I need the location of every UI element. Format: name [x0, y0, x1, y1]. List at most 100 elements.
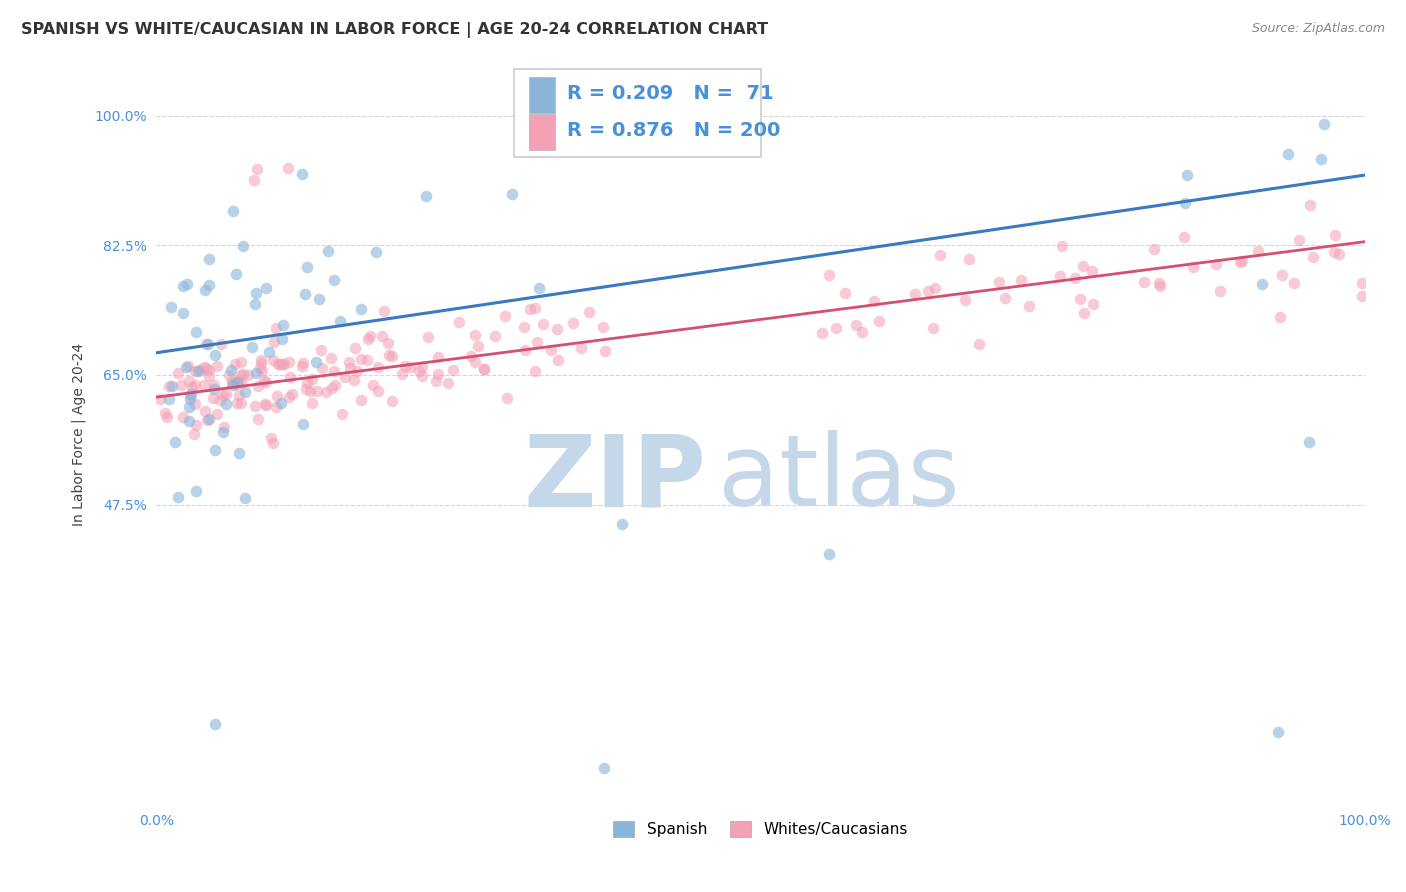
- Text: ZIP: ZIP: [523, 430, 706, 527]
- Point: [415, 188, 437, 202]
- Point: [229, 376, 252, 390]
- Point: [834, 286, 856, 301]
- Point: [308, 292, 330, 306]
- Point: [1298, 435, 1320, 450]
- Point: [366, 245, 388, 260]
- Point: [229, 396, 252, 410]
- Point: [346, 364, 368, 378]
- Point: [371, 328, 394, 343]
- Point: [377, 335, 399, 350]
- Point: [449, 315, 471, 329]
- Point: [356, 332, 378, 346]
- Point: [1351, 289, 1374, 303]
- Point: [408, 364, 430, 378]
- Point: [198, 363, 221, 377]
- Point: [323, 364, 346, 378]
- Point: [845, 318, 868, 332]
- Point: [1267, 725, 1289, 739]
- Point: [240, 340, 263, 354]
- Point: [333, 370, 356, 384]
- Point: [270, 396, 292, 410]
- Point: [1250, 277, 1272, 291]
- Point: [224, 357, 246, 371]
- Point: [245, 285, 267, 300]
- Point: [472, 361, 495, 376]
- Point: [367, 384, 389, 398]
- Point: [183, 426, 205, 441]
- Point: [1175, 168, 1198, 182]
- Point: [391, 367, 413, 381]
- Point: [824, 320, 846, 334]
- Point: [297, 260, 319, 275]
- Point: [170, 378, 193, 392]
- Point: [316, 244, 339, 259]
- Point: [1268, 310, 1291, 325]
- Point: [994, 291, 1017, 305]
- Point: [988, 275, 1011, 289]
- Point: [280, 387, 302, 401]
- Point: [578, 305, 600, 319]
- Point: [184, 418, 207, 433]
- Point: [359, 328, 381, 343]
- Point: [373, 304, 395, 318]
- Point: [818, 547, 841, 561]
- Point: [291, 356, 314, 370]
- Point: [205, 407, 228, 421]
- Point: [343, 342, 366, 356]
- Point: [277, 161, 299, 175]
- Point: [264, 400, 287, 414]
- Point: [252, 374, 274, 388]
- Point: [232, 239, 254, 253]
- Point: [967, 337, 990, 351]
- Point: [394, 359, 416, 373]
- Point: [183, 397, 205, 411]
- Point: [1229, 255, 1251, 269]
- Point: [868, 314, 890, 328]
- Point: [221, 378, 243, 392]
- Point: [222, 203, 245, 218]
- Point: [592, 319, 614, 334]
- Point: [1083, 297, 1105, 311]
- Point: [437, 376, 460, 391]
- Point: [1049, 269, 1071, 284]
- Point: [291, 359, 314, 374]
- Point: [212, 425, 235, 439]
- Point: [1247, 244, 1270, 258]
- Point: [378, 348, 401, 362]
- Point: [226, 376, 249, 390]
- Point: [337, 355, 360, 369]
- Point: [262, 353, 284, 368]
- Point: [177, 414, 200, 428]
- Point: [441, 362, 464, 376]
- Point: [243, 297, 266, 311]
- Point: [350, 352, 373, 367]
- Point: [547, 352, 569, 367]
- Point: [266, 389, 288, 403]
- Point: [1309, 152, 1331, 166]
- Point: [592, 760, 614, 774]
- Point: [235, 491, 257, 505]
- Point: [1205, 257, 1227, 271]
- Point: [177, 400, 200, 414]
- Point: [662, 112, 685, 126]
- Point: [953, 293, 976, 307]
- Point: [197, 277, 219, 292]
- Point: [811, 326, 834, 340]
- Point: [1018, 300, 1040, 314]
- Point: [610, 517, 633, 532]
- Point: [271, 332, 294, 346]
- Point: [361, 378, 384, 392]
- Point: [197, 337, 219, 351]
- Point: [531, 317, 554, 331]
- Point: [176, 277, 198, 292]
- Point: [202, 382, 225, 396]
- Point: [172, 306, 194, 320]
- Point: [561, 316, 583, 330]
- Point: [1282, 276, 1305, 290]
- Point: [427, 367, 450, 381]
- Point: [221, 376, 243, 391]
- Point: [254, 281, 277, 295]
- Point: [194, 337, 217, 351]
- Y-axis label: In Labor Force | Age 20-24: In Labor Force | Age 20-24: [72, 343, 86, 525]
- Point: [155, 406, 177, 420]
